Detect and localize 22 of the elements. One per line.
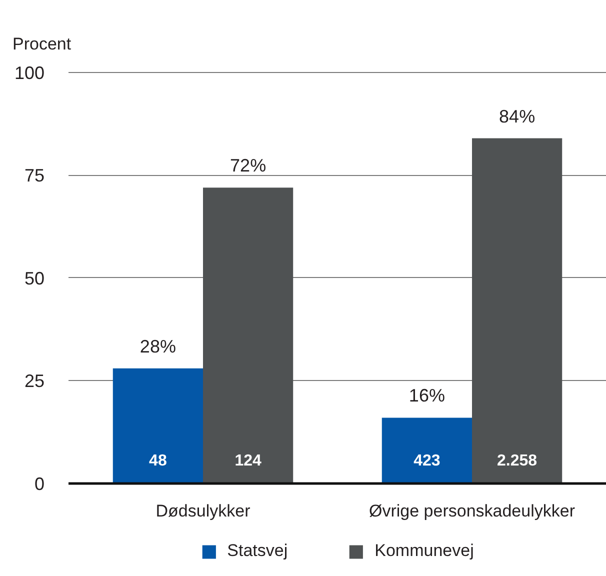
annotation: 48 <box>149 452 167 470</box>
legend-label: Kommunevej <box>374 541 474 561</box>
y-tick-label: 0 <box>34 474 45 494</box>
data-label: 72% <box>230 156 266 176</box>
data-label: 16% <box>408 386 445 406</box>
data-label: 28% <box>140 336 176 356</box>
y-axis-title: Procent <box>12 34 72 54</box>
y-tick-label: 100 <box>14 62 45 83</box>
bar <box>203 188 294 484</box>
data-label: 84% <box>499 106 536 126</box>
bar <box>472 138 562 484</box>
legend-label: Statsvej <box>227 541 288 561</box>
x-tick-label: Dødsulykker <box>156 502 251 520</box>
bar <box>382 418 472 484</box>
y-tick-label: 75 <box>24 166 45 186</box>
annotation: 2.258 <box>497 452 538 470</box>
annotation: 423 <box>414 452 440 470</box>
y-tick-label: 50 <box>24 268 45 288</box>
annotation: 124 <box>234 452 262 470</box>
bar <box>112 368 203 484</box>
x-tick-label: Øvrige personskadeulykker <box>369 502 576 520</box>
y-tick-label: 25 <box>24 371 45 392</box>
